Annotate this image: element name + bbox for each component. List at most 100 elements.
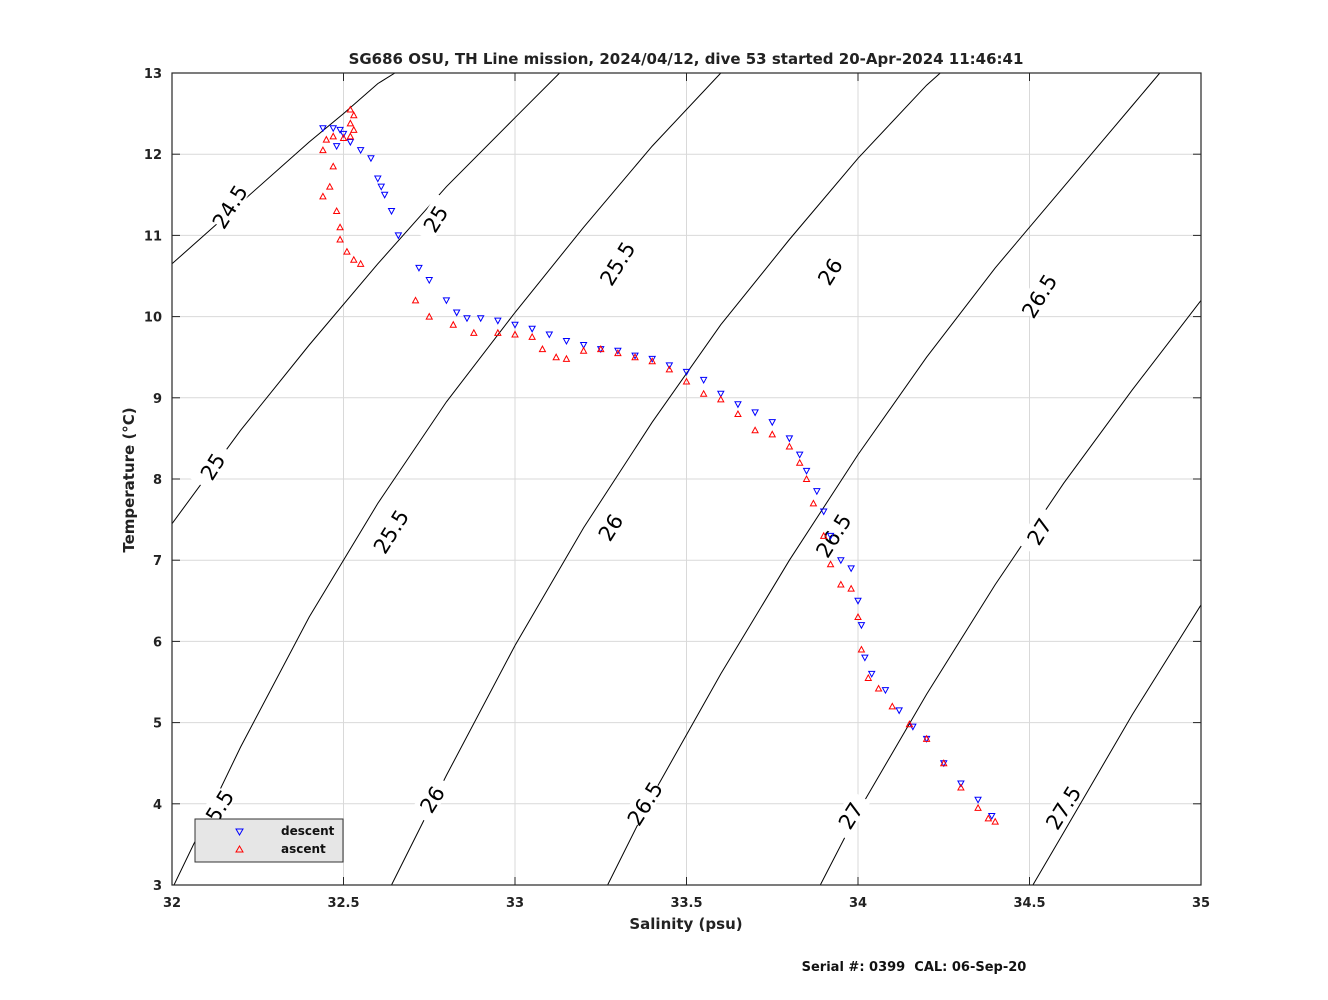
ascent-point xyxy=(319,146,327,154)
ascent-point xyxy=(957,783,965,791)
y-tick-label: 6 xyxy=(153,635,162,650)
ascent-point xyxy=(974,803,982,811)
y-tick-label: 9 xyxy=(153,392,162,407)
serial-cal-footer: Serial #: 0399 CAL: 06-Sep-20 xyxy=(802,960,1027,975)
x-tick-label: 33 xyxy=(506,896,524,911)
grid-lines xyxy=(172,73,1201,885)
legend: descent ascent xyxy=(194,818,344,863)
x-tick-label: 34.5 xyxy=(1013,896,1045,911)
descent-point xyxy=(826,532,835,540)
y-tick-label: 11 xyxy=(144,229,162,244)
descent-point xyxy=(415,264,423,272)
ascent-point xyxy=(356,259,365,267)
descent-point xyxy=(665,362,674,370)
ascent-point xyxy=(888,702,897,710)
descent-point xyxy=(394,232,403,240)
ascent-point xyxy=(425,312,434,320)
ascent-point xyxy=(528,332,536,340)
ascent-point xyxy=(734,409,742,418)
ascent-point xyxy=(346,132,355,140)
descent-point xyxy=(768,419,777,427)
ascent-point xyxy=(768,430,777,438)
descent-point xyxy=(380,191,389,199)
sigma-contour-26 xyxy=(391,73,941,885)
descent-point xyxy=(987,812,996,821)
contour-label-background xyxy=(622,778,665,828)
ascent-point xyxy=(346,119,355,127)
ascent-point xyxy=(346,105,355,113)
descent-point xyxy=(795,451,804,459)
legend-descent-marker xyxy=(235,828,244,836)
sigma-contour-27.5 xyxy=(1032,604,1201,885)
descent-point xyxy=(699,376,708,384)
descent-point xyxy=(734,401,742,409)
ascent-point xyxy=(905,720,914,728)
ascent-point xyxy=(826,560,835,568)
descent-point xyxy=(854,597,862,605)
sigma-contour-26.5 xyxy=(607,73,1161,885)
descent-point xyxy=(716,390,725,398)
ascent-point xyxy=(596,345,605,353)
ascent-point xyxy=(339,133,348,141)
ascent-point xyxy=(648,357,657,365)
ascent-point xyxy=(343,247,351,255)
ascent-point xyxy=(494,328,502,336)
descent-point xyxy=(494,317,502,325)
contour-label-background xyxy=(207,181,250,231)
descent-point xyxy=(452,309,461,317)
descent-point xyxy=(881,687,890,695)
x-tick-label: 34 xyxy=(849,896,867,911)
ascent-point xyxy=(336,235,344,243)
contour-label-background xyxy=(1017,270,1060,320)
descent-point xyxy=(812,488,821,496)
ascent-point xyxy=(837,580,845,588)
ascent-point xyxy=(854,612,862,621)
legend-ascent-marker xyxy=(235,845,244,853)
legend-box xyxy=(194,818,344,863)
ascent-point xyxy=(319,192,327,200)
descent-point xyxy=(442,297,451,305)
contour-label-background xyxy=(368,506,411,556)
descent-point xyxy=(367,155,375,163)
descent-point xyxy=(545,331,554,339)
x-tick-label: 33.5 xyxy=(670,896,702,911)
ascent-point xyxy=(325,182,334,190)
ascent-point xyxy=(336,223,344,231)
descent-point xyxy=(476,315,485,323)
ascent-point xyxy=(716,395,725,403)
chart-title: SG686 OSU, TH Line mission, 2024/04/12, … xyxy=(349,50,1024,68)
ascent-point xyxy=(864,673,873,681)
ascent-point xyxy=(411,296,420,304)
ascent-point xyxy=(469,328,478,336)
ascent-point xyxy=(819,531,828,539)
ascent-point xyxy=(579,346,588,354)
legend-descent-label: descent xyxy=(281,824,335,838)
descent-point xyxy=(895,707,904,715)
descent-point xyxy=(387,208,396,216)
descent-point xyxy=(373,175,382,183)
descent-point xyxy=(974,796,982,804)
descent-point xyxy=(867,670,876,678)
x-tick-label: 35 xyxy=(1192,896,1210,911)
ascent-point xyxy=(562,354,571,362)
ascent-point xyxy=(322,135,331,143)
descent-point xyxy=(329,125,338,133)
y-tick-label: 10 xyxy=(144,311,162,326)
descent-point xyxy=(847,565,855,573)
contour-label-background xyxy=(190,441,233,491)
descent-point xyxy=(511,321,519,329)
descent-point xyxy=(562,337,571,346)
descent-point xyxy=(356,147,365,155)
ascent-point xyxy=(991,817,1000,825)
sigma-contour-25 xyxy=(172,73,560,524)
x-tick-label: 32 xyxy=(163,896,181,911)
descent-point xyxy=(336,126,344,134)
x-tick-label: 32.5 xyxy=(327,896,359,911)
ascent-point xyxy=(349,125,358,133)
ascent-point xyxy=(614,349,622,357)
ascent-point xyxy=(922,734,931,742)
ascent-point xyxy=(449,320,458,328)
ascent-point xyxy=(699,389,708,397)
y-tick-label: 12 xyxy=(144,148,162,163)
